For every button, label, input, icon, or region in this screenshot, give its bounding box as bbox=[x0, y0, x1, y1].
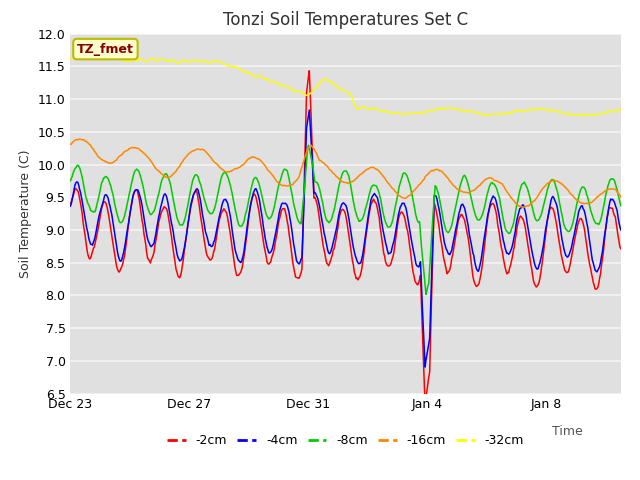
Title: Tonzi Soil Temperatures Set C: Tonzi Soil Temperatures Set C bbox=[223, 11, 468, 29]
Text: Time: Time bbox=[552, 425, 582, 438]
Text: TZ_fmet: TZ_fmet bbox=[77, 43, 134, 56]
Legend: -2cm, -4cm, -8cm, -16cm, -32cm: -2cm, -4cm, -8cm, -16cm, -32cm bbox=[162, 429, 529, 452]
Y-axis label: Soil Temperature (C): Soil Temperature (C) bbox=[19, 149, 32, 278]
